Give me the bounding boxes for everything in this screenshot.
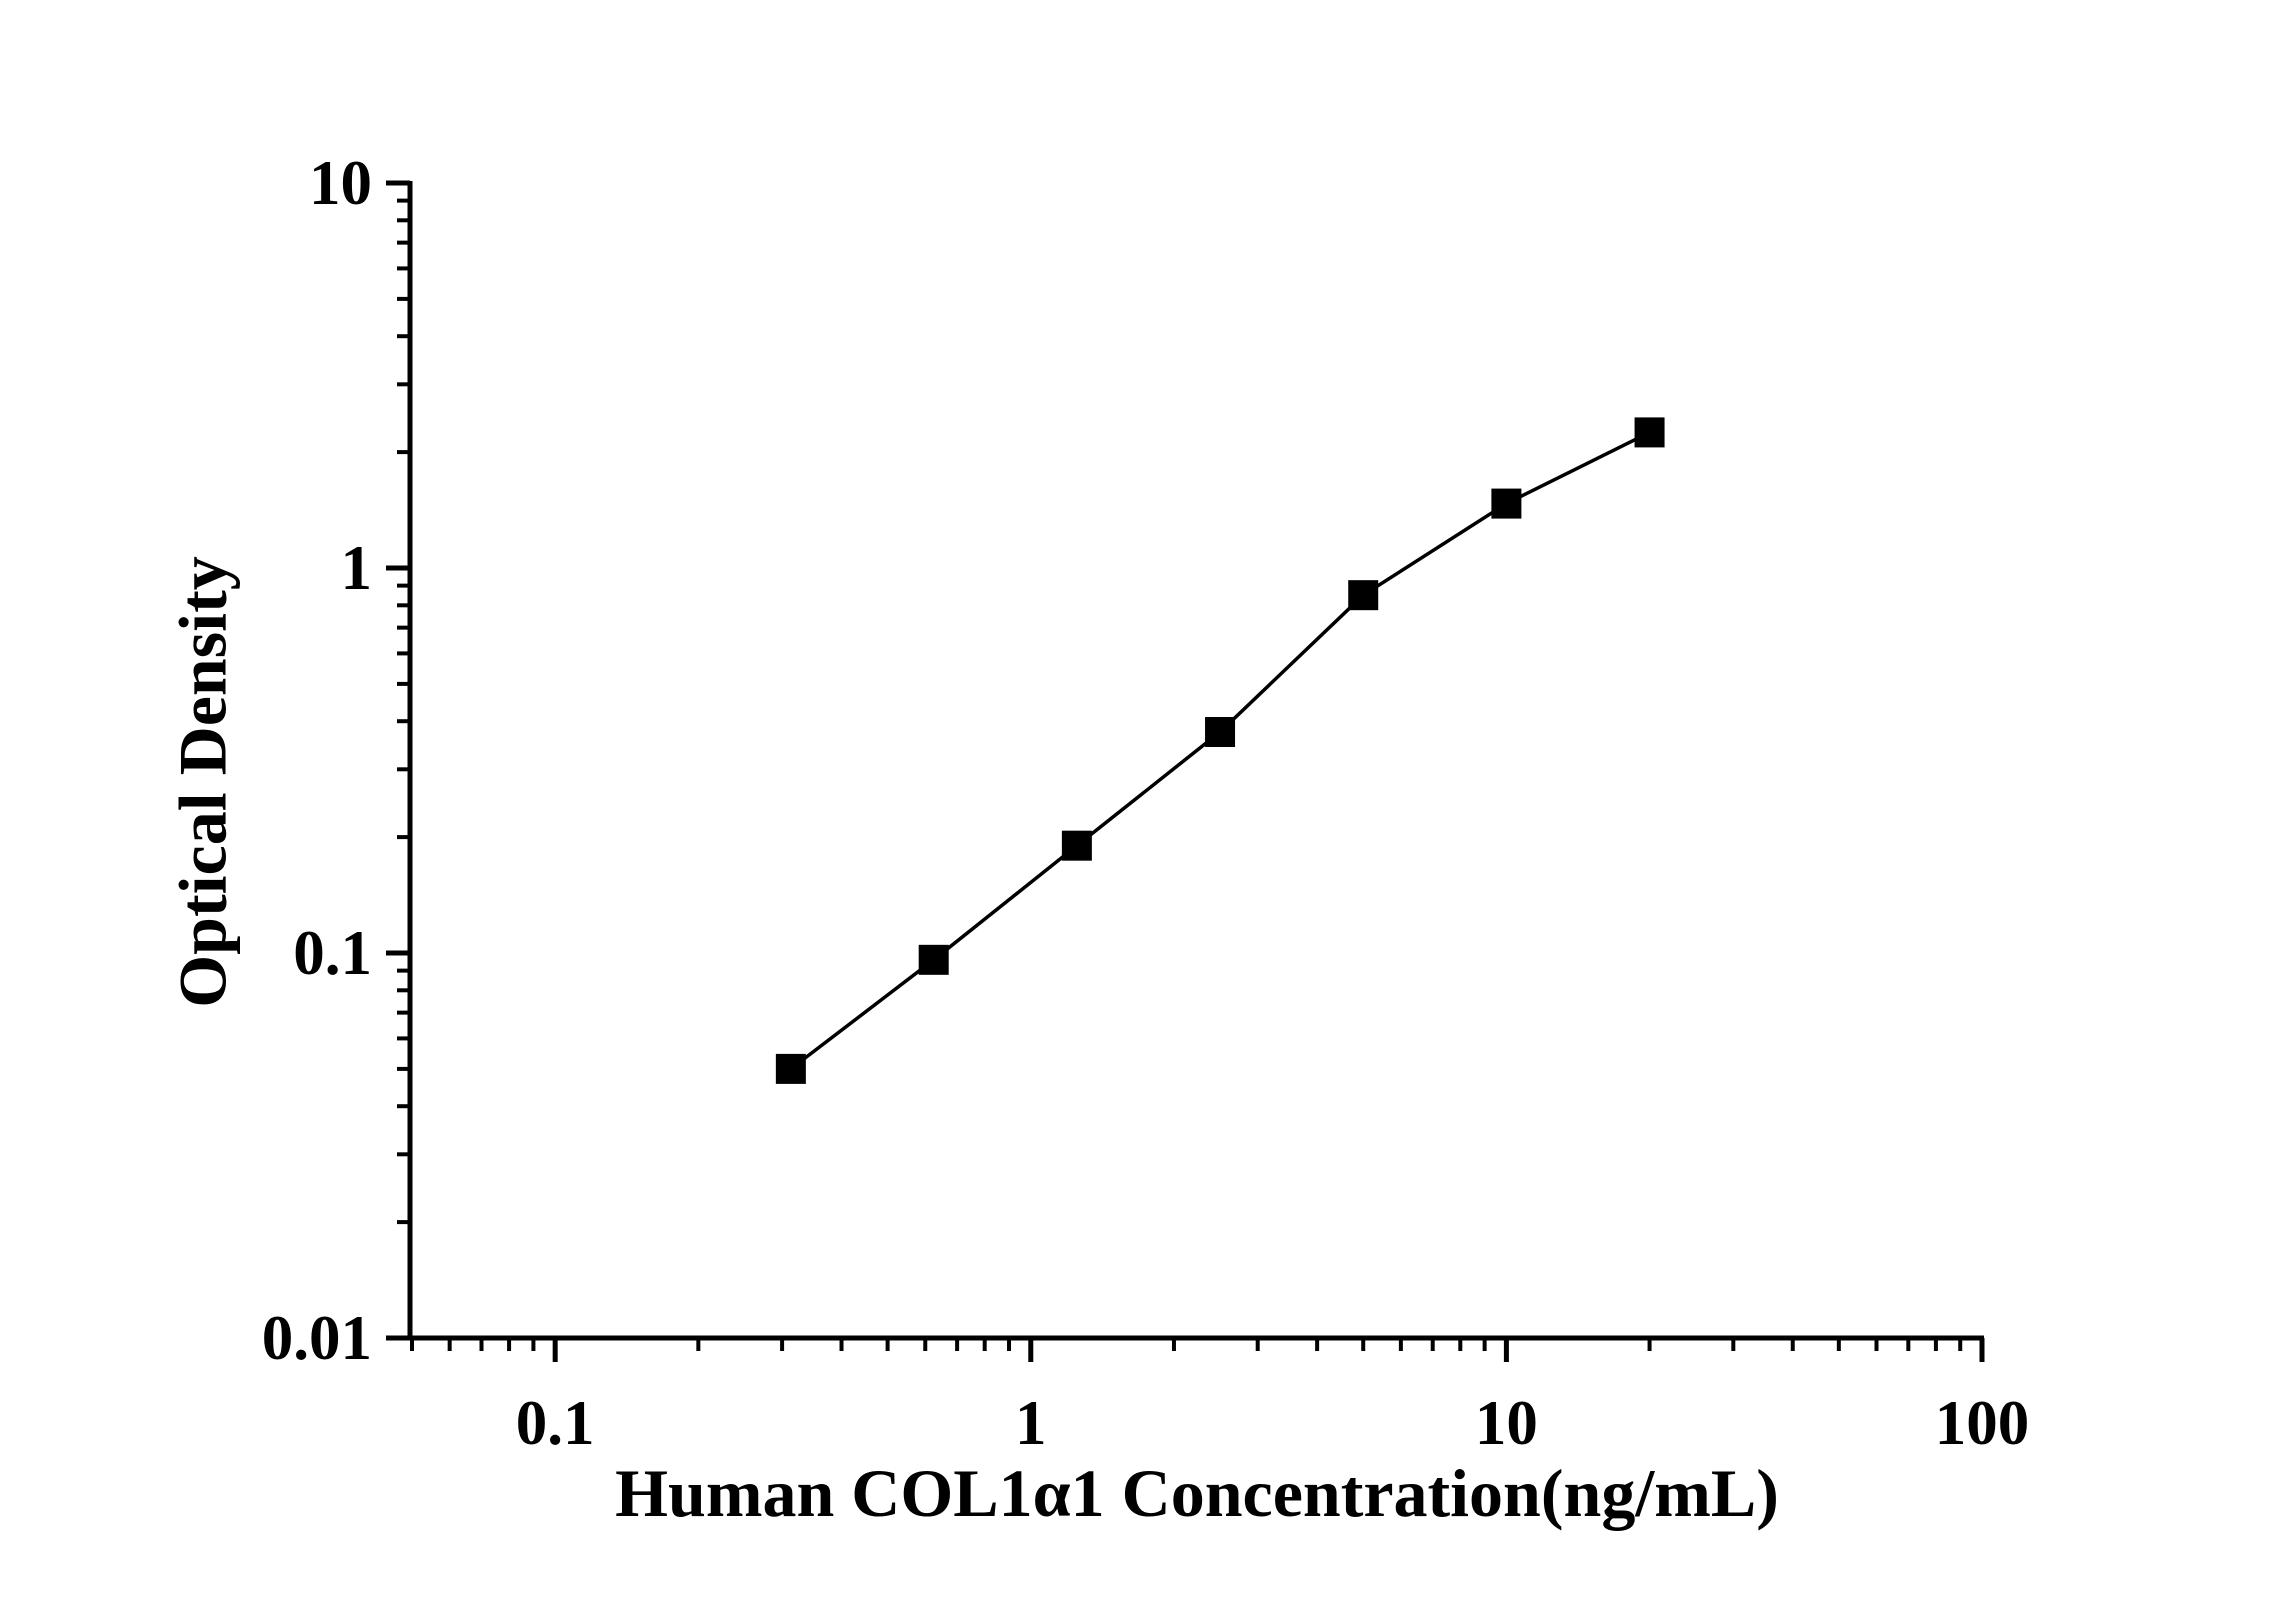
data-point-marker <box>918 944 949 975</box>
data-point-marker <box>1491 488 1522 519</box>
x-tick-label: 10 <box>1475 1388 1538 1458</box>
data-point-marker <box>775 1053 806 1084</box>
y-tick-label: 0.01 <box>262 1303 372 1373</box>
y-tick-label: 10 <box>309 148 372 218</box>
data-point-marker <box>1348 580 1379 611</box>
y-tick-label: 0.1 <box>293 918 372 988</box>
data-point-marker <box>1634 417 1665 448</box>
x-axis-title: Human COL1α1 Concentration(ng/mL) <box>615 1455 1779 1531</box>
data-point-marker <box>1061 830 1092 861</box>
x-tick-label: 1 <box>1015 1388 1047 1458</box>
y-tick-label: 1 <box>341 533 373 603</box>
y-axis-title: Optical Density <box>164 556 241 1008</box>
x-tick-label: 0.1 <box>516 1388 595 1458</box>
data-point-marker <box>1205 716 1236 747</box>
x-tick-label: 100 <box>1935 1388 2030 1458</box>
